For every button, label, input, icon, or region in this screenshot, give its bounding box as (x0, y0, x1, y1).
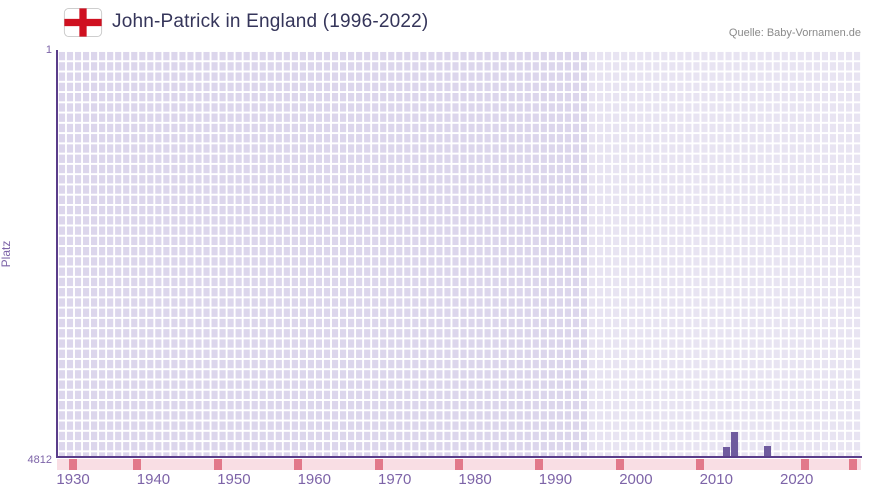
baseline-mark (133, 459, 142, 470)
x-tick-label: 1950 (217, 471, 251, 488)
baseline-mark (294, 459, 303, 470)
baseline-mark (374, 459, 383, 470)
x-tick-label: 1970 (377, 471, 412, 488)
baseline-mark (696, 459, 705, 470)
x-tick-label: 1960 (297, 471, 331, 488)
x-tick-label: 1980 (458, 471, 492, 488)
baseline-mark (800, 459, 809, 470)
y-axis-title: Platz (0, 240, 13, 268)
x-tick-label: 1930 (56, 471, 90, 488)
rank-bar[interactable] (763, 445, 771, 456)
baseline-mark (69, 459, 78, 470)
baseline-strip (57, 459, 861, 470)
x-axis-line (56, 456, 862, 458)
y-tick-bottom: 4812 (27, 454, 52, 466)
rank-bar[interactable] (731, 432, 739, 456)
flag-cross-horizontal (64, 18, 102, 27)
y-axis-line (56, 50, 58, 457)
rank-bar[interactable] (723, 446, 731, 456)
england-flag-icon (63, 7, 103, 38)
y-tick-top: 1 (45, 44, 52, 56)
x-tick-label: 2020 (779, 471, 814, 488)
baseline-mark (615, 459, 624, 470)
x-tick-label: 1990 (538, 471, 573, 488)
baseline-mark (535, 459, 544, 470)
x-tick-label: 2000 (619, 471, 653, 488)
baseline-mark (455, 459, 463, 470)
highlight-band (587, 50, 861, 456)
x-tick-label: 1940 (136, 471, 171, 488)
plot-area (57, 50, 861, 456)
baseline-mark (213, 459, 222, 470)
chart-title: John-Patrick in England (1996-2022) (112, 11, 429, 32)
baseline-mark (848, 459, 857, 470)
source-attribution: Quelle: Baby-Vornamen.de (728, 27, 861, 39)
x-tick-label: 2010 (699, 471, 733, 488)
